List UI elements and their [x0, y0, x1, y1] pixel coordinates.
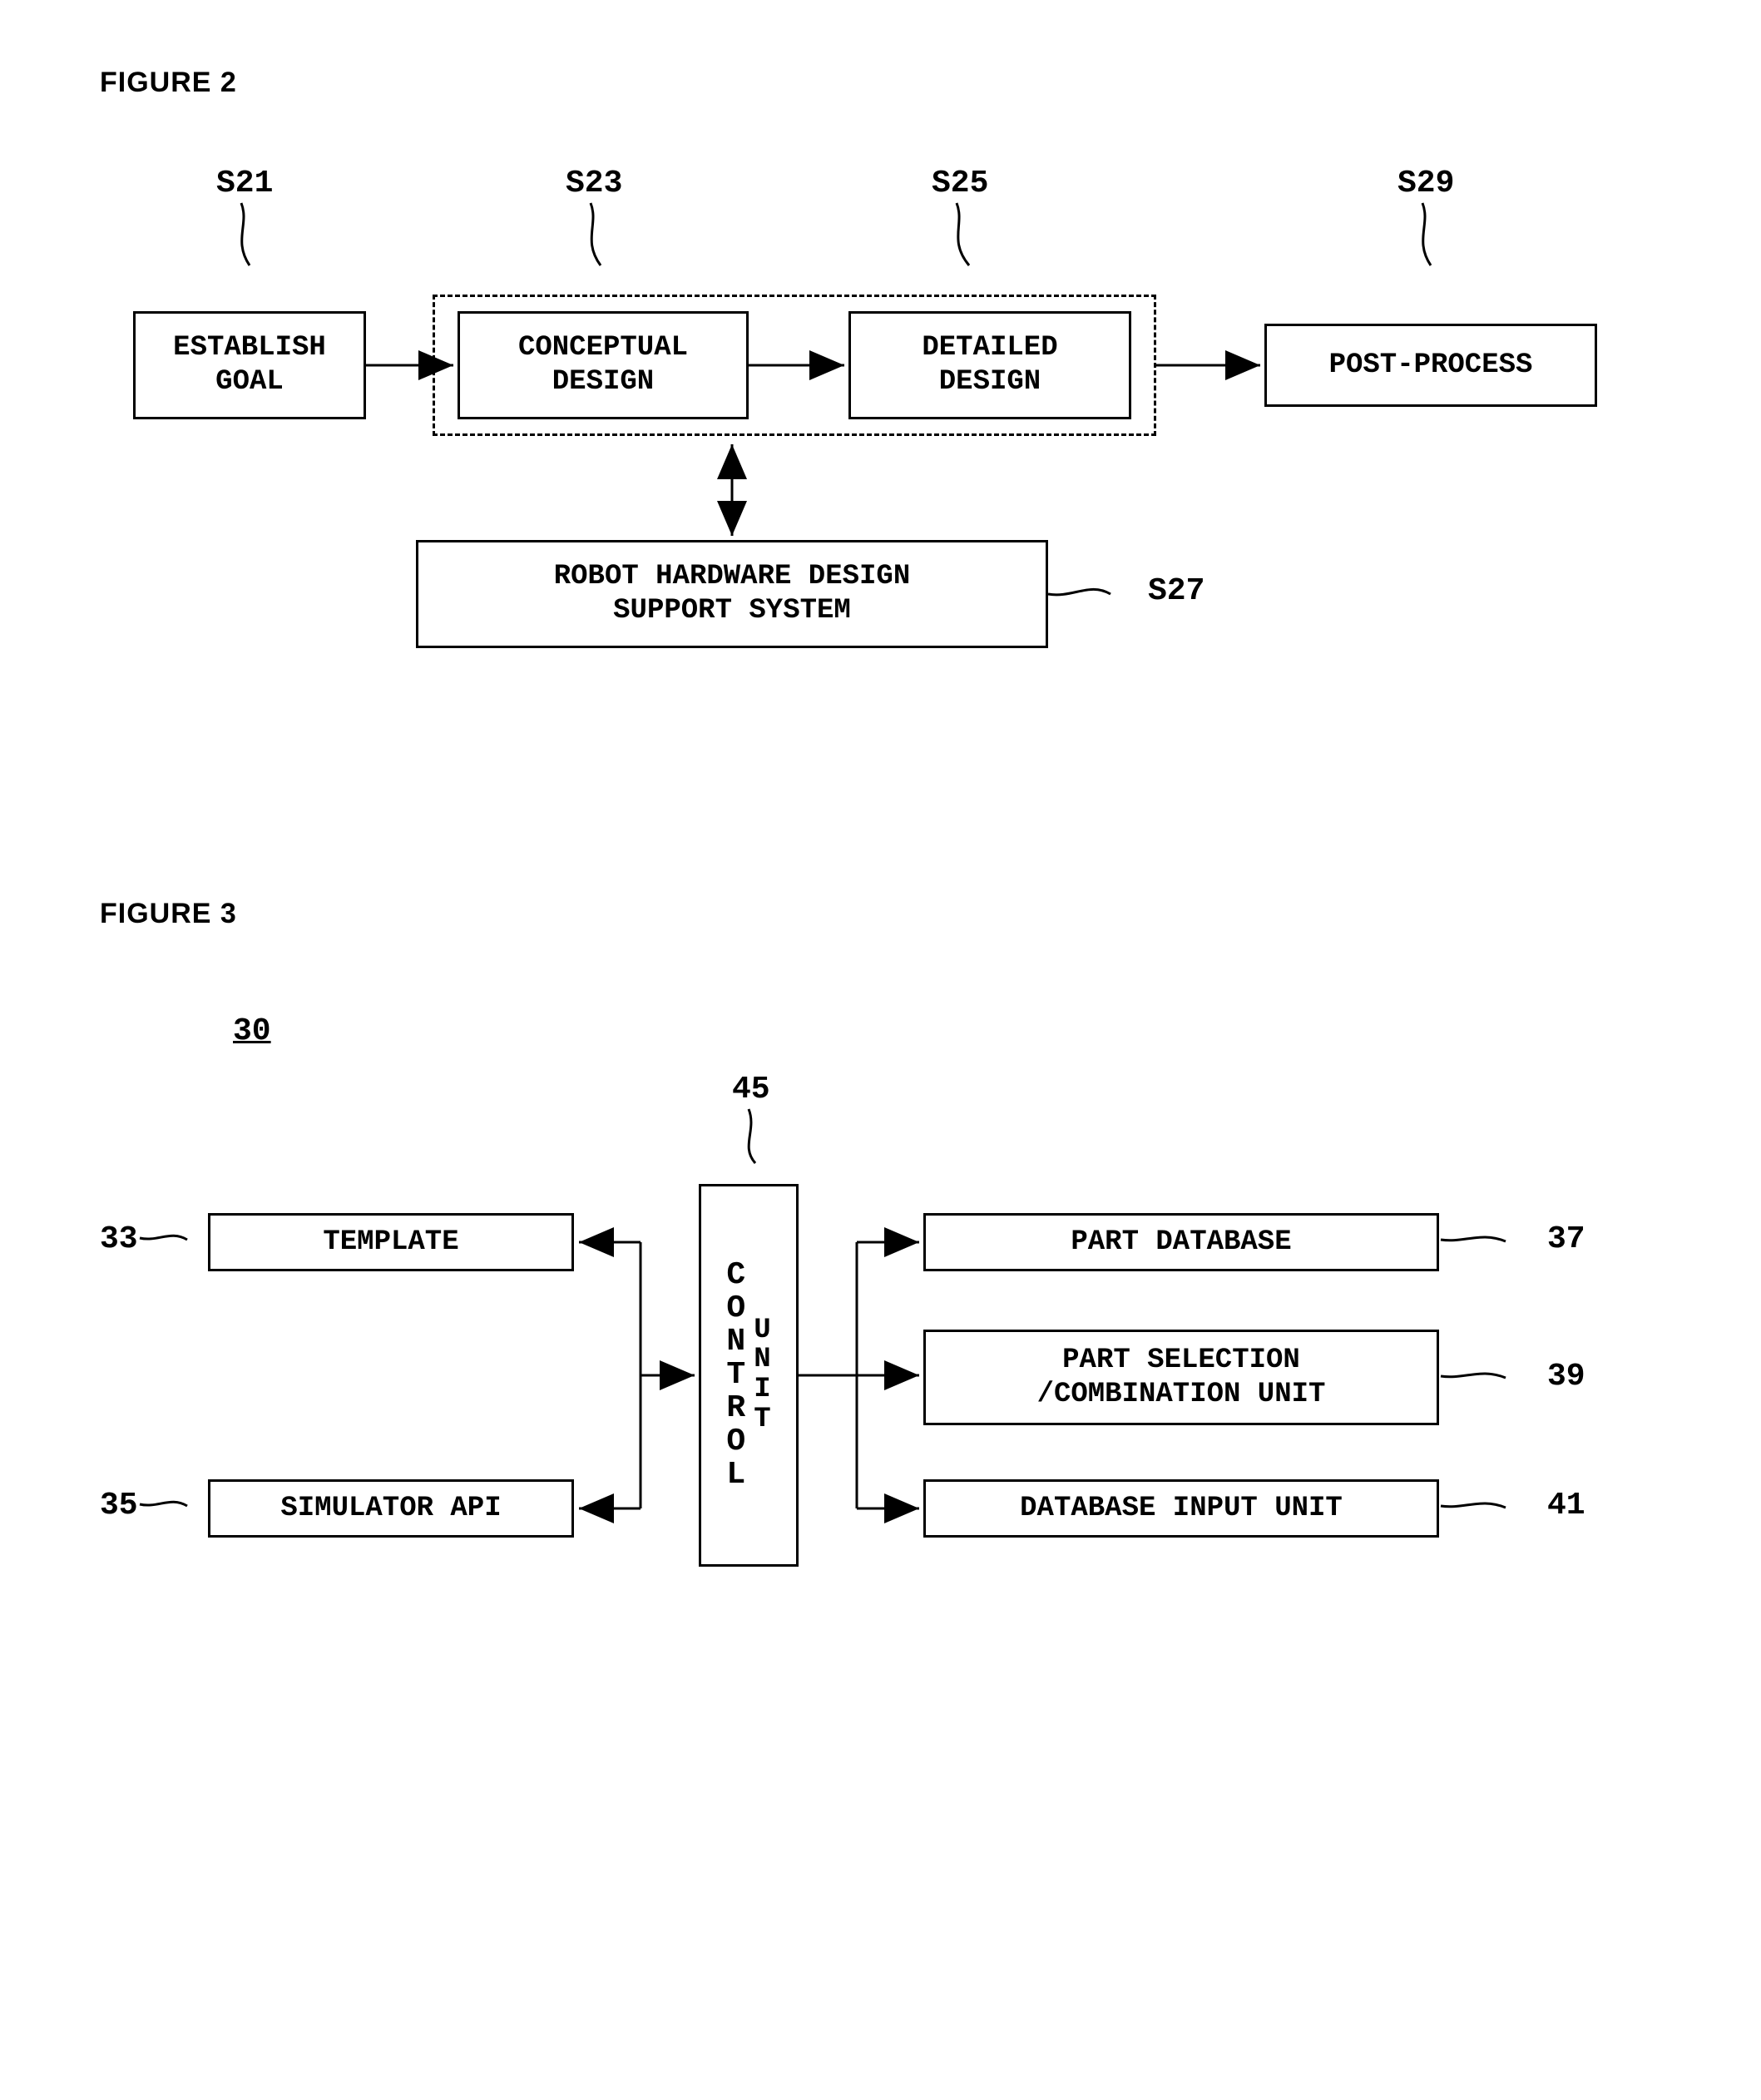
box-part-database: PART DATABASE	[923, 1213, 1439, 1271]
box-db-input: DATABASE INPUT UNIT	[923, 1479, 1439, 1538]
box-simapi-text: SIMULATOR API	[280, 1492, 501, 1526]
label-37: 37	[1547, 1221, 1585, 1257]
box-s27: ROBOT HARDWARE DESIGN SUPPORT SYSTEM	[416, 540, 1048, 648]
box-s29: POST-PROCESS	[1264, 324, 1597, 407]
label-41: 41	[1547, 1488, 1585, 1523]
box-s21: ESTABLISH GOAL	[133, 311, 366, 419]
figure3-title: FIGURE 3	[100, 898, 1661, 930]
box-partsel-text: PART SELECTION /COMBINATION UNIT	[1037, 1344, 1326, 1412]
box-simulator-api: SIMULATOR API	[208, 1479, 574, 1538]
control-col1: CONTROL	[726, 1259, 745, 1491]
box-partdb-text: PART DATABASE	[1071, 1226, 1291, 1260]
box-s29-text: POST-PROCESS	[1329, 349, 1533, 383]
box-s23: CONCEPTUAL DESIGN	[458, 311, 749, 419]
label-s29: S29	[1397, 166, 1454, 201]
box-dbinput-text: DATABASE INPUT UNIT	[1020, 1492, 1343, 1526]
figure2-title: FIGURE 2	[100, 67, 1661, 99]
control-col2: UNIT	[754, 1316, 770, 1435]
label-s21: S21	[216, 166, 273, 201]
box-control-unit: CONTROL UNIT	[699, 1184, 799, 1567]
label-s25: S25	[932, 166, 988, 201]
label-33: 33	[100, 1221, 138, 1257]
box-s23-text: CONCEPTUAL DESIGN	[518, 331, 688, 399]
ref-30: 30	[233, 1013, 271, 1049]
label-s27: S27	[1148, 573, 1205, 609]
box-s25-text: DETAILED DESIGN	[922, 331, 1057, 399]
box-template-text: TEMPLATE	[323, 1226, 458, 1260]
box-s21-text: ESTABLISH GOAL	[173, 331, 326, 399]
label-39: 39	[1547, 1359, 1585, 1394]
box-s27-text: ROBOT HARDWARE DESIGN SUPPORT SYSTEM	[554, 560, 910, 628]
figure3-diagram: 30 45 CONTROL UNIT 33 TEMPLATE 35 SIMULA…	[100, 980, 1664, 1612]
label-s23: S23	[566, 166, 622, 201]
label-45: 45	[732, 1072, 770, 1107]
box-part-selection: PART SELECTION /COMBINATION UNIT	[923, 1330, 1439, 1425]
label-35: 35	[100, 1488, 138, 1523]
box-template: TEMPLATE	[208, 1213, 574, 1271]
box-s25: DETAILED DESIGN	[848, 311, 1131, 419]
figure2-diagram: S21 S23 S25 S29 ESTABLISH GOAL CONCEPTUA…	[100, 149, 1664, 681]
